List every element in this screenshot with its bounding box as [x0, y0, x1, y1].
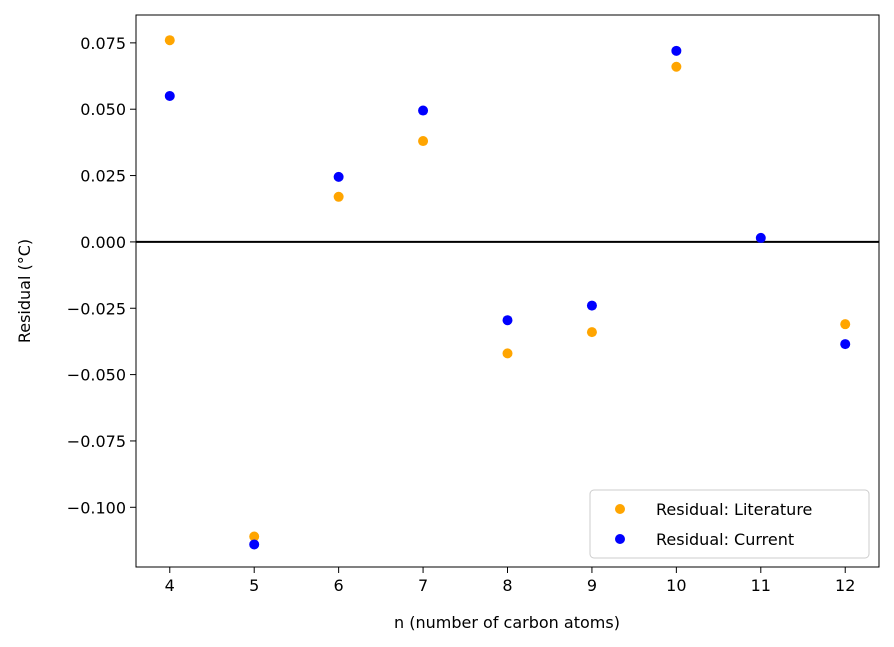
legend-marker-current	[615, 534, 625, 544]
current-point	[671, 45, 682, 56]
y-tick-label: −0.025	[67, 299, 126, 318]
x-tick-label: 11	[751, 576, 771, 595]
current-point	[418, 105, 429, 116]
legend-box	[589, 489, 870, 559]
x-axis-ticks: 4 5 6 7 8 9 10 11 12	[165, 567, 855, 595]
y-tick-label: −0.075	[67, 432, 126, 451]
x-axis-label: n (number of carbon atoms)	[394, 613, 620, 632]
x-tick-label: 10	[666, 576, 686, 595]
literature-point	[502, 348, 513, 359]
literature-point	[164, 35, 175, 46]
legend: Residual: Literature Residual: Current	[589, 489, 870, 559]
current-point	[840, 339, 851, 350]
literature-point	[840, 319, 851, 330]
current-point	[164, 90, 175, 101]
x-tick-label: 4	[165, 576, 175, 595]
y-axis-ticks: −0.100 −0.075 −0.050 −0.025 0.000 0.025 0.050 0…	[67, 34, 136, 517]
legend-marker-literature	[615, 504, 625, 514]
current-point	[755, 232, 766, 243]
legend-label-literature: Residual: Literature	[656, 500, 812, 519]
x-tick-label: 5	[249, 576, 259, 595]
x-tick-label: 12	[835, 576, 855, 595]
y-tick-label: 0.050	[80, 100, 126, 119]
data-points	[164, 35, 851, 550]
current-point	[502, 315, 513, 326]
literature-point	[333, 191, 344, 202]
x-tick-label: 7	[418, 576, 428, 595]
literature-point	[586, 327, 597, 338]
y-tick-label: 0.025	[80, 167, 126, 186]
x-tick-label: 8	[502, 576, 512, 595]
y-tick-label: −0.100	[67, 498, 126, 517]
current-point	[333, 171, 344, 182]
current-point	[249, 539, 260, 550]
x-tick-label: 9	[587, 576, 597, 595]
literature-point	[418, 136, 429, 147]
y-tick-label: 0.075	[80, 34, 126, 53]
literature-point	[249, 531, 260, 542]
y-tick-label: 0.000	[80, 233, 126, 252]
x-tick-label: 6	[334, 576, 344, 595]
literature-point	[671, 61, 682, 72]
legend-label-current: Residual: Current	[656, 530, 794, 549]
current-point	[586, 300, 597, 311]
plot-frame	[135, 14, 880, 568]
y-tick-label: −0.050	[67, 366, 126, 385]
plot-background	[136, 15, 879, 567]
y-axis-label: Residual (°C)	[15, 239, 34, 343]
